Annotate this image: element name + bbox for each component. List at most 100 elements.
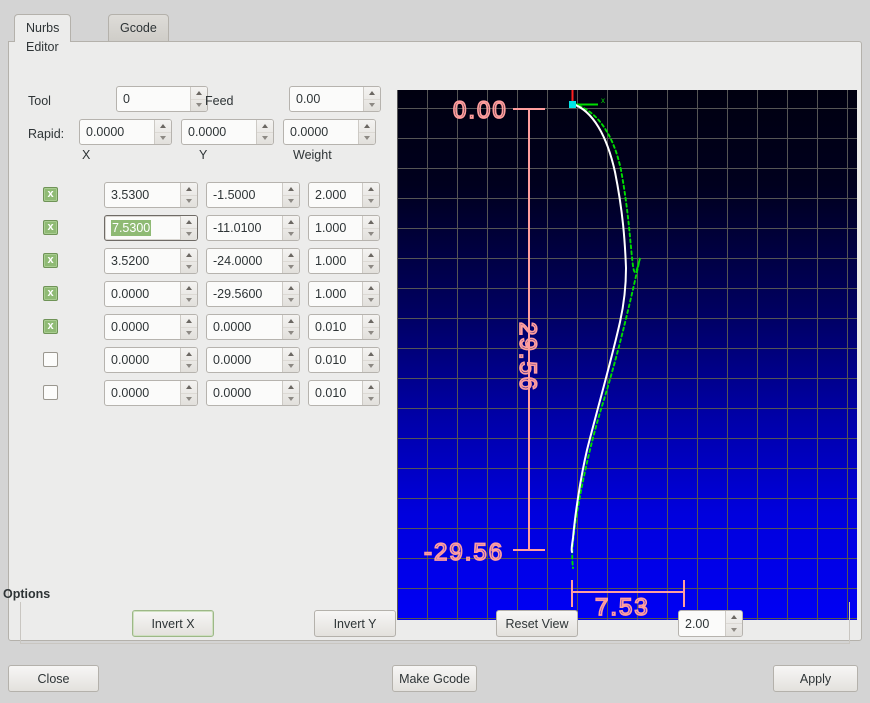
point-y-value[interactable]: 0.0000 — [213, 353, 252, 367]
rapid-x-spinner-buttons[interactable] — [154, 120, 171, 144]
point-y-spinner-down[interactable] — [283, 361, 299, 373]
point-weight-spinner-buttons[interactable] — [362, 282, 379, 306]
point-weight-value[interactable]: 0.010 — [315, 386, 347, 400]
point-weight-value[interactable]: 2.000 — [315, 188, 347, 202]
point-x-spinner-down[interactable] — [181, 229, 197, 241]
point-y-spinner[interactable]: 0.0000 — [206, 380, 300, 406]
point-y-spinner-up[interactable] — [283, 315, 299, 328]
point-weight-spinner-down[interactable] — [363, 229, 379, 241]
point-y-value[interactable]: -1.5000 — [213, 188, 256, 202]
apply-button[interactable]: Apply — [773, 665, 858, 692]
point-x-spinner-up[interactable] — [181, 249, 197, 262]
point-x-spinner-up[interactable] — [181, 348, 197, 361]
point-weight-value[interactable]: 1.000 — [315, 254, 347, 268]
point-weight-spinner-buttons[interactable] — [362, 183, 379, 207]
point-weight-spinner-down[interactable] — [363, 394, 379, 406]
rapid-y-value[interactable]: 0.0000 — [188, 125, 227, 139]
point-x-value[interactable]: 0.0000 — [111, 353, 150, 367]
point-weight-spinner-up[interactable] — [363, 249, 379, 262]
point-enable-checkbox[interactable]: x — [43, 220, 58, 235]
rapid-z-spinner[interactable]: 0.0000 — [283, 119, 376, 145]
point-enable-checkbox[interactable]: x — [43, 187, 58, 202]
point-y-spinner-buttons[interactable] — [282, 315, 299, 339]
point-x-spinner-buttons[interactable] — [180, 183, 197, 207]
point-y-spinner-down[interactable] — [283, 262, 299, 274]
point-weight-value[interactable]: 1.000 — [315, 221, 347, 235]
point-weight-spinner-up[interactable] — [363, 315, 379, 328]
point-y-spinner-down[interactable] — [283, 229, 299, 241]
point-weight-value[interactable]: 0.010 — [315, 320, 347, 334]
point-enable-checkbox[interactable] — [43, 352, 58, 367]
feed-value[interactable]: 0.00 — [296, 92, 321, 106]
point-weight-spinner-buttons[interactable] — [362, 348, 379, 372]
zoom-spinner-buttons[interactable] — [725, 611, 742, 636]
zoom-spinner-down[interactable] — [726, 624, 742, 636]
point-x-spinner[interactable]: 3.5200 — [104, 248, 198, 274]
point-y-spinner-down[interactable] — [283, 196, 299, 208]
point-weight-spinner-buttons[interactable] — [362, 216, 379, 240]
point-x-spinner-up[interactable] — [181, 282, 197, 295]
point-x-spinner-down[interactable] — [181, 328, 197, 340]
rapid-x-spinner-up[interactable] — [155, 120, 171, 133]
point-y-spinner-up[interactable] — [283, 183, 299, 196]
point-weight-spinner[interactable]: 0.010 — [308, 314, 380, 340]
feed-spinner-up[interactable] — [364, 87, 380, 100]
invert-y-button[interactable]: Invert Y — [314, 610, 396, 637]
point-weight-spinner-up[interactable] — [363, 216, 379, 229]
point-y-spinner-down[interactable] — [283, 394, 299, 406]
tab-gcode[interactable]: Gcode — [108, 14, 169, 41]
feed-spinner[interactable]: 0.00 — [289, 86, 381, 112]
point-x-spinner[interactable]: 7.5300 — [104, 215, 198, 241]
point-weight-spinner-buttons[interactable] — [362, 381, 379, 405]
point-weight-spinner[interactable]: 0.010 — [308, 347, 380, 373]
point-y-value[interactable]: -11.0100 — [213, 221, 262, 235]
tool-spinner[interactable]: 0 — [116, 86, 208, 112]
point-x-value[interactable]: 0.0000 — [111, 287, 150, 301]
point-x-spinner-down[interactable] — [181, 295, 197, 307]
point-weight-spinner[interactable]: 2.000 — [308, 182, 380, 208]
point-y-value[interactable]: 0.0000 — [213, 386, 252, 400]
zoom-value[interactable]: 2.00 — [685, 616, 710, 631]
point-x-spinner-up[interactable] — [181, 183, 197, 196]
point-weight-spinner-down[interactable] — [363, 328, 379, 340]
tab-nurbs-editor[interactable]: Nurbs Editor — [14, 14, 72, 54]
reset-view-button[interactable]: Reset View — [496, 610, 578, 637]
point-weight-spinner[interactable]: 0.010 — [308, 380, 380, 406]
nurbs-preview-plot[interactable]: 0.00 29.56 -29.56 7.53 x — [397, 90, 857, 620]
point-y-spinner-down[interactable] — [283, 295, 299, 307]
tool-value[interactable]: 0 — [123, 92, 130, 106]
feed-spinner-buttons[interactable] — [363, 87, 380, 111]
rapid-x-spinner[interactable]: 0.0000 — [79, 119, 172, 145]
point-x-spinner-buttons[interactable] — [180, 216, 197, 240]
point-x-spinner-buttons[interactable] — [180, 249, 197, 273]
point-x-value[interactable]: 0.0000 — [111, 386, 150, 400]
point-y-value[interactable]: -24.0000 — [213, 254, 263, 268]
point-y-spinner-down[interactable] — [283, 328, 299, 340]
point-x-spinner-up[interactable] — [181, 381, 197, 394]
point-y-spinner-up[interactable] — [283, 216, 299, 229]
point-y-spinner-buttons[interactable] — [282, 381, 299, 405]
point-weight-spinner-down[interactable] — [363, 295, 379, 307]
point-weight-spinner-up[interactable] — [363, 282, 379, 295]
point-weight-value[interactable]: 0.010 — [315, 353, 347, 367]
tool-spinner-buttons[interactable] — [190, 87, 207, 111]
point-weight-spinner[interactable]: 1.000 — [308, 248, 380, 274]
rapid-z-spinner-up[interactable] — [359, 120, 375, 133]
point-x-spinner-down[interactable] — [181, 196, 197, 208]
tool-spinner-up[interactable] — [191, 87, 207, 100]
point-y-value[interactable]: 0.0000 — [213, 320, 252, 334]
point-x-spinner-buttons[interactable] — [180, 282, 197, 306]
point-y-spinner[interactable]: 0.0000 — [206, 347, 300, 373]
point-x-spinner[interactable]: 3.5300 — [104, 182, 198, 208]
rapid-x-value[interactable]: 0.0000 — [86, 125, 125, 139]
point-x-spinner[interactable]: 0.0000 — [104, 314, 198, 340]
point-weight-value[interactable]: 1.000 — [315, 287, 347, 301]
point-x-spinner-down[interactable] — [181, 361, 197, 373]
point-x-spinner-down[interactable] — [181, 394, 197, 406]
point-y-value[interactable]: -29.5600 — [213, 287, 263, 301]
point-x-spinner-up[interactable] — [181, 315, 197, 328]
rapid-y-spinner-up[interactable] — [257, 120, 273, 133]
rapid-z-spinner-buttons[interactable] — [358, 120, 375, 144]
close-button[interactable]: Close — [8, 665, 99, 692]
zoom-spinner[interactable]: 2.00 — [678, 610, 743, 637]
